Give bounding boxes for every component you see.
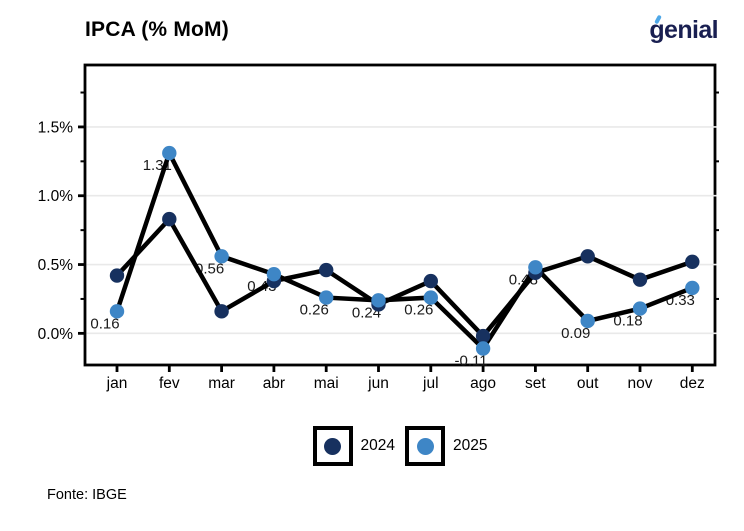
x-tick-label: nov [628, 375, 653, 392]
legend-marker-box-2024 [312, 426, 353, 466]
point-2025-jun [371, 293, 386, 308]
genial-logo: genial [649, 13, 719, 47]
data-label-out: 0.09 [561, 325, 590, 342]
legend-marker-box-2025 [405, 426, 445, 466]
point-2025-ago [475, 341, 491, 356]
x-tick-label: ago [470, 375, 496, 392]
chart-legend: 2024 2025 [85, 426, 715, 466]
legend-label-2025: 2025 [453, 437, 488, 454]
point-2024-mai [319, 262, 334, 278]
y-tick-label: 0.5% [38, 257, 74, 274]
point-2024-ago [475, 328, 491, 344]
point-2024-nov [632, 272, 648, 287]
x-tick-label: fev [159, 375, 180, 392]
data-label-jan: 0.16 [90, 315, 119, 332]
x-tick-label: mai [314, 375, 339, 392]
data-label-mai: 0.26 [300, 302, 329, 319]
logo-text: genial [649, 16, 718, 44]
data-label-ago: -0.11 [455, 352, 488, 369]
x-tick-label: mar [208, 375, 235, 392]
point-2025-out [580, 313, 595, 329]
legend-item-2025: 2025 [405, 426, 487, 466]
point-2025-set [528, 260, 543, 275]
x-tick-label: set [525, 375, 546, 392]
series-2025-line [114, 147, 694, 353]
data-label-nov: 0.18 [613, 313, 642, 330]
point-2024-mar [214, 304, 229, 319]
legend-dot-2025 [416, 437, 434, 455]
x-tick-label: out [577, 375, 599, 392]
legend-label-2024: 2024 [360, 437, 395, 454]
point-2025-abr [266, 266, 282, 282]
x-tick-label: dez [680, 375, 705, 392]
y-tick-label: 1.5% [38, 119, 74, 136]
point-2025-mar [214, 249, 229, 264]
x-tick-label: jul [422, 375, 439, 392]
point-2024-fev [162, 211, 177, 227]
point-2025-jan [109, 304, 125, 319]
x-tick-label: jun [367, 375, 389, 392]
point-2025-fev [162, 145, 177, 161]
point-2024-jan [109, 268, 125, 283]
point-2025-dez [685, 280, 700, 296]
y-tick-label: 0.0% [38, 326, 74, 343]
point-2024-out [580, 249, 595, 264]
page-title: IPCA (% MoM) [85, 18, 229, 41]
source-note: Fonte: IBGE [47, 487, 127, 503]
point-2025-jul [423, 290, 438, 305]
y-tick-label: 1.0% [38, 188, 74, 205]
point-2024-dez [685, 254, 700, 269]
point-2024-jul [423, 273, 438, 289]
point-2025-nov [632, 301, 648, 316]
point-2025-mai [319, 290, 334, 305]
x-tick-label: jan [106, 375, 128, 392]
legend-item-2024: 2024 [312, 426, 395, 466]
series-2024-line [115, 215, 694, 340]
x-tick-label: abr [263, 375, 285, 392]
data-label-jul: 0.26 [404, 302, 433, 319]
plot-border [83, 63, 717, 367]
legend-dot-2024 [324, 437, 342, 455]
